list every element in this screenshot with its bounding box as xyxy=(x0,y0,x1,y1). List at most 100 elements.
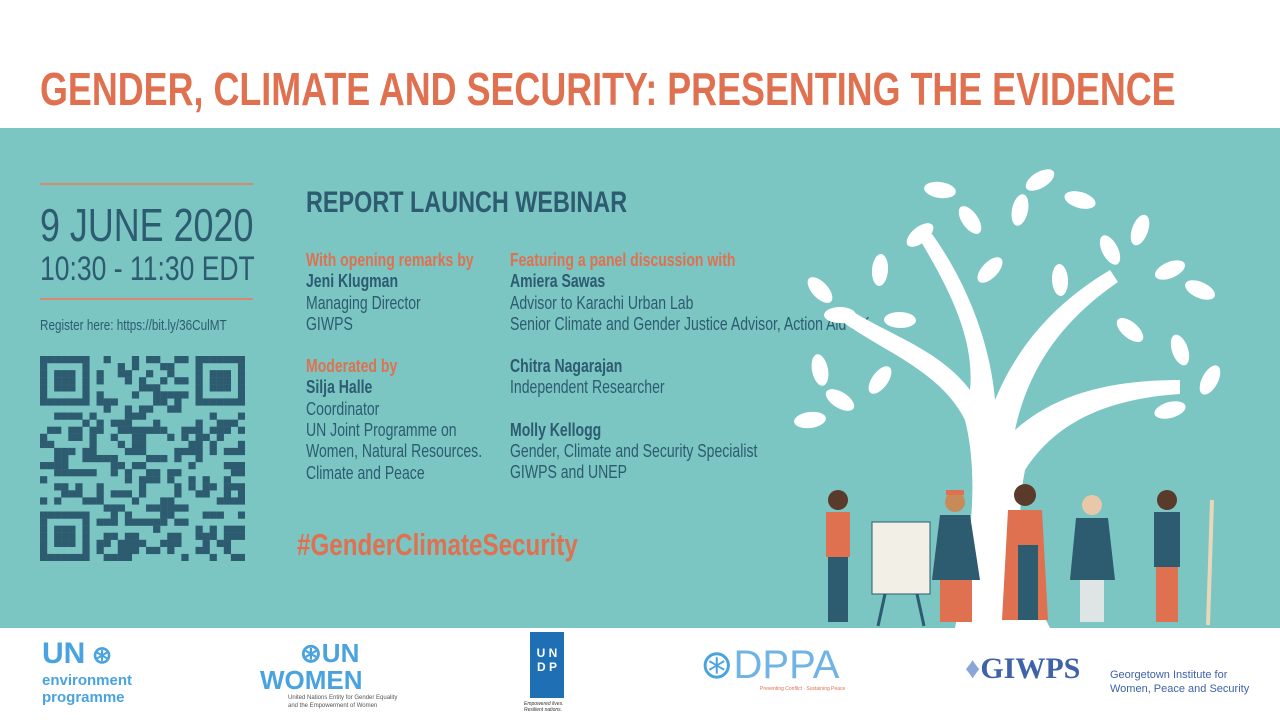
qr-module xyxy=(47,462,55,470)
qr-module xyxy=(167,511,175,519)
qr-module xyxy=(223,447,232,456)
dppa-logo[interactable]: ⊛DPPA Preventing Conflict · Sustaining P… xyxy=(700,643,846,692)
qr-module xyxy=(153,454,161,463)
qr-module xyxy=(223,370,232,378)
qr-module xyxy=(75,426,83,434)
qr-module xyxy=(124,426,133,434)
qr-module xyxy=(209,370,217,378)
qr-module xyxy=(40,384,48,392)
qr-module xyxy=(174,539,182,548)
qr-module xyxy=(61,384,69,392)
section-heading: Featuring a panel discussion with xyxy=(510,250,736,270)
qr-module xyxy=(202,490,210,498)
qr-module xyxy=(68,356,76,364)
qr-module xyxy=(54,370,62,378)
qr-module xyxy=(138,483,147,491)
qr-module xyxy=(138,440,147,449)
panelist-role: Senior Climate and Gender Justice Adviso… xyxy=(510,313,870,334)
qr-module xyxy=(96,518,104,526)
qr-module xyxy=(138,433,147,441)
qr-module xyxy=(47,426,55,434)
qr-module xyxy=(54,525,62,533)
leaf xyxy=(924,181,956,199)
qr-module xyxy=(230,447,239,456)
qr-module xyxy=(40,476,48,484)
moderator-org: Climate and Peace xyxy=(306,462,425,483)
qr-module xyxy=(230,553,239,561)
qr-module xyxy=(216,511,224,519)
qr-module xyxy=(103,405,111,413)
moderator-role: Coordinator xyxy=(306,398,380,419)
qr-module xyxy=(216,356,224,364)
qr-module xyxy=(195,384,203,392)
leaf xyxy=(825,389,855,411)
qr-module xyxy=(110,398,118,406)
qr-module xyxy=(209,356,217,364)
leaf xyxy=(884,311,916,329)
qr-module xyxy=(124,553,133,561)
leaf xyxy=(811,354,829,386)
qr-module xyxy=(195,377,203,385)
qr-module xyxy=(237,469,245,477)
qr-module xyxy=(47,553,55,561)
qr-module xyxy=(68,553,76,561)
qr-module xyxy=(167,532,175,540)
qr-module xyxy=(202,433,210,441)
unwomen-logo[interactable]: ⊛UN WOMEN United Nations Entity for Gend… xyxy=(260,638,398,710)
tree-illustration xyxy=(794,169,1221,628)
giwps-logo[interactable]: ♦GIWPS xyxy=(965,652,1081,685)
qr-module xyxy=(40,553,48,561)
qr-module xyxy=(82,546,90,555)
qr-module xyxy=(230,483,239,491)
leaves xyxy=(794,169,1221,429)
qr-module xyxy=(75,511,83,519)
qr-module xyxy=(47,511,55,519)
qr-module xyxy=(54,377,62,385)
qr-module xyxy=(82,497,90,505)
qr-module xyxy=(174,483,182,491)
qr-module xyxy=(216,419,224,427)
qr-module xyxy=(61,377,69,385)
qr-module xyxy=(96,483,104,491)
qr-module xyxy=(61,356,69,364)
leaf xyxy=(906,223,934,247)
qr-module xyxy=(61,412,69,420)
qr-module xyxy=(110,419,118,427)
qr-module xyxy=(131,539,140,548)
qr-module xyxy=(40,363,48,371)
qr-module xyxy=(181,553,189,561)
qr-module xyxy=(124,490,133,498)
leaf xyxy=(1185,280,1215,300)
qr-module xyxy=(223,462,232,470)
qr-module xyxy=(82,419,90,427)
qr-module xyxy=(68,511,76,519)
qr-module xyxy=(96,454,104,463)
qr-module xyxy=(174,405,182,413)
qr-module xyxy=(61,483,69,491)
qr-code[interactable] xyxy=(40,356,245,561)
qr-module xyxy=(237,356,245,364)
qr-module xyxy=(153,398,161,406)
leaf xyxy=(1130,214,1150,246)
qr-module xyxy=(89,497,97,505)
panelist-role: Gender, Climate and Security Specialist xyxy=(510,441,758,462)
qr-module xyxy=(68,433,76,441)
qr-module xyxy=(54,483,62,491)
partner-logos: UN ⊛ environment programme ⊛UN WOMEN Uni… xyxy=(0,628,1280,720)
unep-logo[interactable]: UN ⊛ environment programme xyxy=(42,637,133,707)
qr-module xyxy=(160,398,168,406)
qr-module xyxy=(237,462,245,470)
register-link[interactable]: Register here: https://bit.ly/36CulMT xyxy=(40,317,227,334)
leaf xyxy=(977,257,1003,283)
qr-module xyxy=(61,398,69,406)
page-title: GENDER, CLIMATE AND SECURITY: PRESENTING… xyxy=(40,63,1176,115)
qr-module xyxy=(188,447,196,456)
qr-module xyxy=(61,525,69,533)
qr-module xyxy=(54,553,62,561)
qr-module xyxy=(174,356,182,364)
qr-module xyxy=(167,546,175,555)
qr-module xyxy=(181,447,189,456)
qr-module xyxy=(61,532,69,540)
qr-module xyxy=(54,426,62,434)
